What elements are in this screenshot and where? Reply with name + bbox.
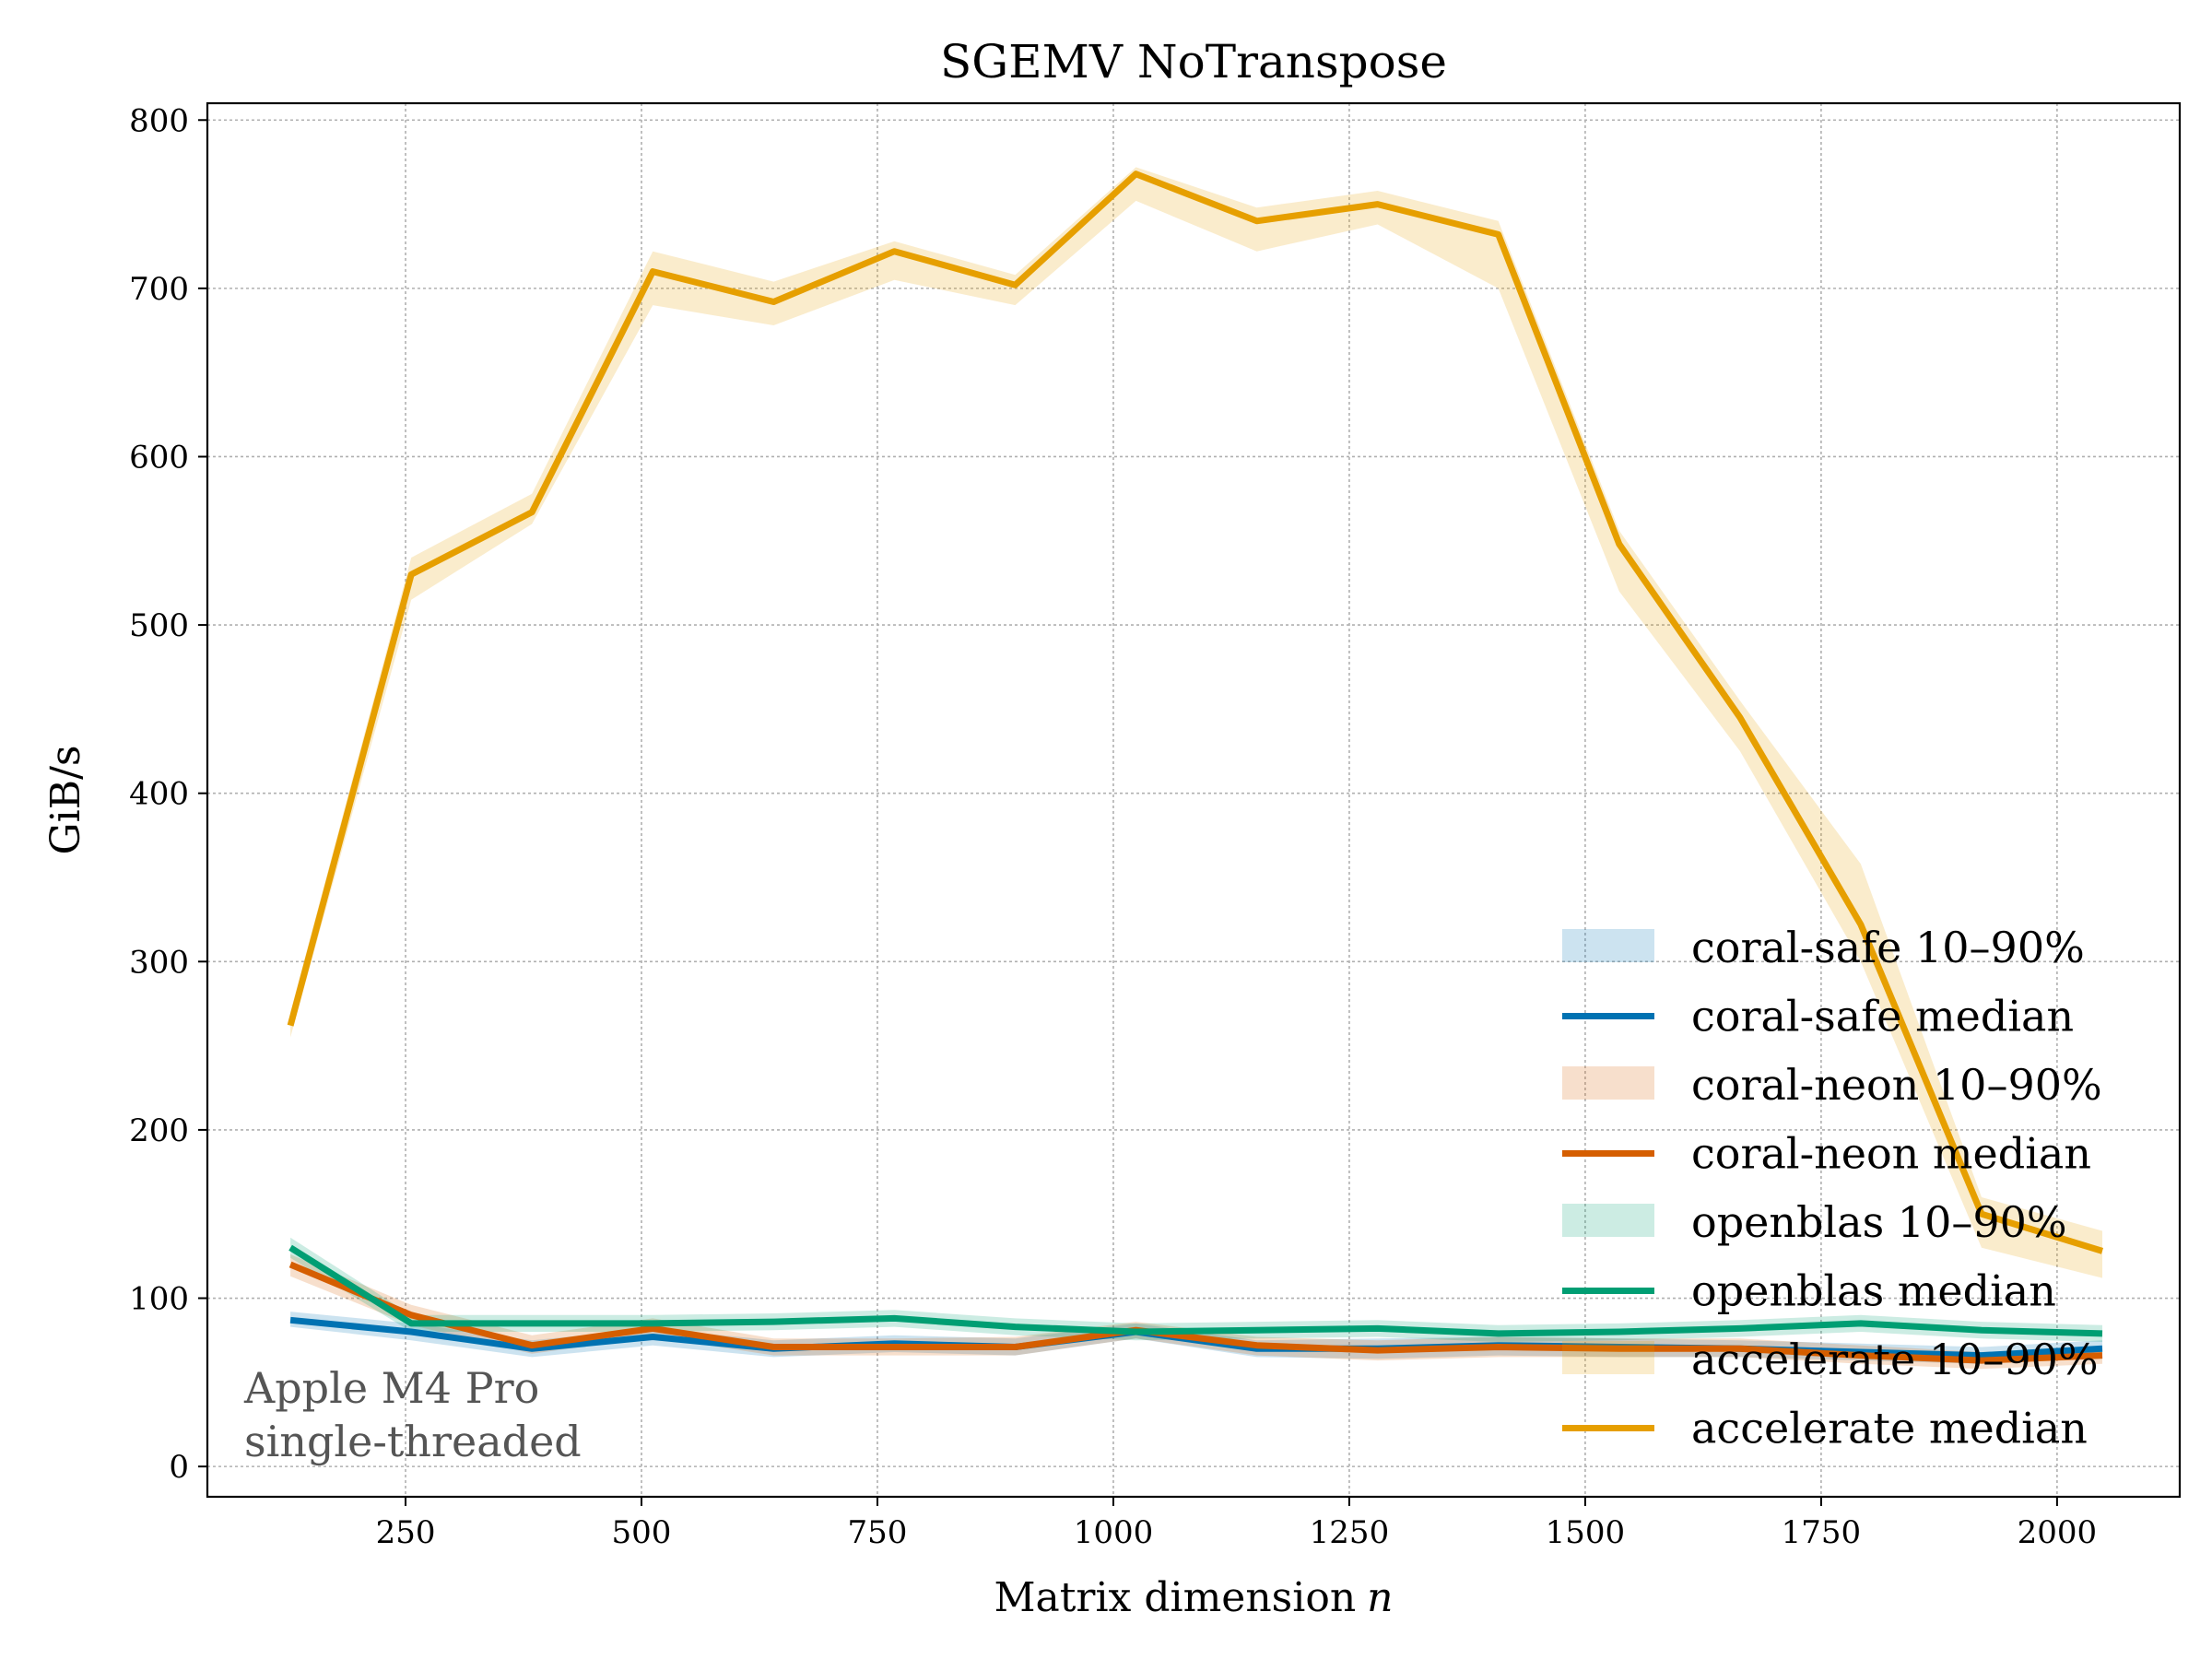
x-tick-label: 750 [848, 1514, 908, 1551]
openblas-band [290, 1237, 2103, 1342]
x-tick-label: 500 [612, 1514, 672, 1551]
legend: coral-safe 10–90% coral-safe median coral-… [1562, 923, 2102, 1453]
y-tick-label: 500 [129, 607, 189, 644]
legend-label: coral-neon 10–90% [1691, 1060, 2102, 1110]
x-axis-label: Matrix dimension n [994, 1574, 1393, 1621]
y-tick-label: 200 [129, 1112, 189, 1149]
x-tick-label: 1250 [1310, 1514, 1390, 1551]
median-lines-layer [287, 171, 2104, 1364]
x-axis-label-text: Matrix dimension [994, 1574, 1356, 1621]
y-tick-label: 0 [169, 1449, 189, 1486]
accelerate-band-swatch [1562, 1341, 1654, 1374]
legend-label: accelerate 10–90% [1691, 1335, 2099, 1384]
accelerate-median-line [287, 171, 2104, 1254]
y-tick-label: 100 [129, 1281, 189, 1318]
chart-title: SGEMV NoTranspose [940, 35, 1447, 88]
legend-label: accelerate median [1691, 1404, 2088, 1453]
coral-neon-band-swatch [1562, 1066, 1654, 1100]
grid [207, 103, 2180, 1497]
legend-label: openblas median [1691, 1266, 2056, 1316]
legend-label: coral-neon median [1691, 1129, 2091, 1179]
openblas-median-line [288, 1244, 2103, 1337]
annotation-cpu: Apple M4 Pro [243, 1363, 539, 1413]
y-tick-label: 300 [129, 944, 189, 981]
x-tick-label: 1500 [1546, 1514, 1626, 1551]
x-axis-label-variable: n [1367, 1574, 1393, 1621]
y-tick-label: 700 [129, 271, 189, 308]
axes-ticks: 250 500 750 1000 1250 1500 1750 2000 0 100 200 300 4… [129, 102, 2097, 1551]
coral-neon-median-line [288, 1261, 2103, 1364]
y-axis-label: GiB/s [42, 746, 89, 855]
legend-label: openblas 10–90% [1691, 1197, 2067, 1247]
x-tick-label: 1000 [1074, 1514, 1154, 1551]
coral-safe-band-swatch [1562, 929, 1654, 962]
legend-label: coral-safe 10–90% [1691, 923, 2085, 972]
plot-frame [206, 101, 2182, 1499]
x-tick-label: 250 [376, 1514, 436, 1551]
x-tick-label: 2000 [2018, 1514, 2098, 1551]
y-tick-label: 800 [129, 102, 189, 139]
y-tick-label: 400 [129, 776, 189, 813]
x-tick-label: 1750 [1782, 1514, 1862, 1551]
annotation-threading: single-threaded [244, 1417, 582, 1466]
legend-label: coral-safe median [1691, 992, 2074, 1041]
openblas-band-swatch [1562, 1204, 1654, 1237]
y-tick-label: 600 [129, 439, 189, 476]
